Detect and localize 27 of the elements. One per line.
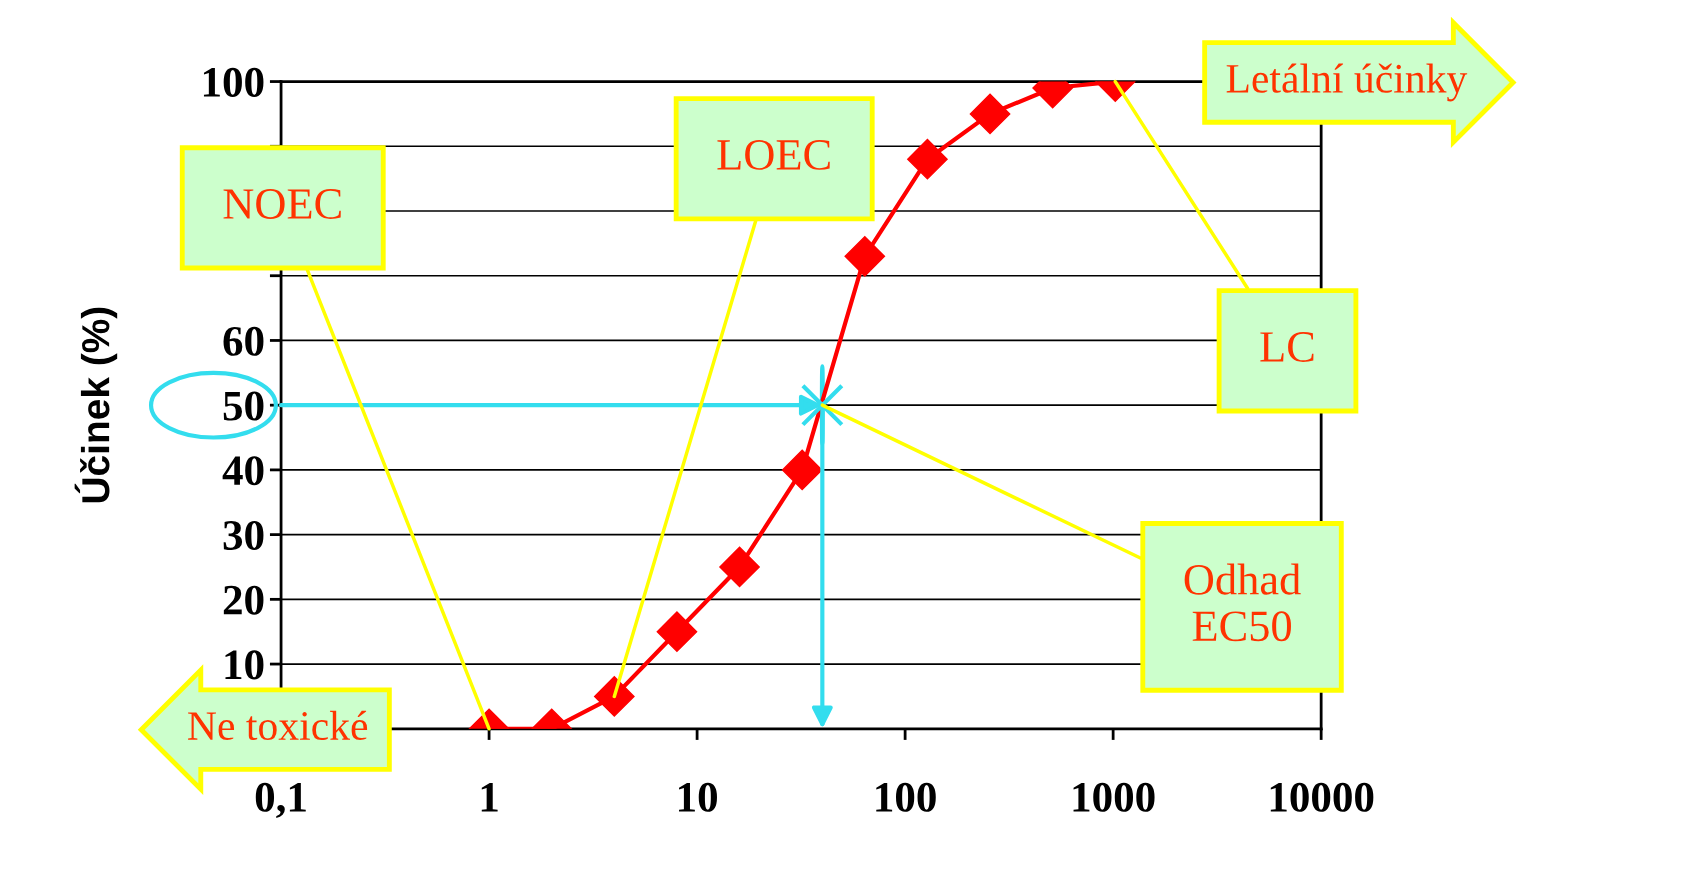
- y-axis-title: Účinek (%): [74, 307, 118, 503]
- point: [593, 676, 635, 717]
- x-tick-label: 10000: [1270, 782, 1374, 812]
- y-tick-label: 30: [223, 520, 264, 550]
- point: [719, 546, 760, 588]
- point: [844, 235, 886, 277]
- y-tick-label: 40: [222, 456, 264, 486]
- y-tick-label: 20: [223, 585, 264, 615]
- annotation: NOEC: [223, 189, 341, 219]
- x-tick-label: 1000: [1073, 782, 1155, 812]
- y-tick-label: 60: [223, 326, 264, 356]
- annotation: LC: [1260, 332, 1314, 362]
- point: [656, 611, 698, 653]
- y-tick-label: 10: [225, 650, 264, 680]
- x-tick-label: 100: [876, 782, 936, 812]
- x-tick-label: 1: [481, 783, 498, 812]
- point: [781, 449, 823, 491]
- y-tick-label: 50: [223, 391, 264, 421]
- y-tick-label: 100: [203, 67, 264, 97]
- x-tick-label: 0,1: [255, 782, 306, 819]
- point: [907, 138, 948, 180]
- annotation: Odhad EC50: [1184, 563, 1301, 642]
- x-tick-label: 10: [679, 782, 717, 812]
- annotation: Ne toxické: [188, 710, 368, 741]
- point: [969, 93, 1011, 135]
- annotation: LOEC: [717, 139, 830, 170]
- annotation: Letální účinky: [1226, 63, 1468, 102]
